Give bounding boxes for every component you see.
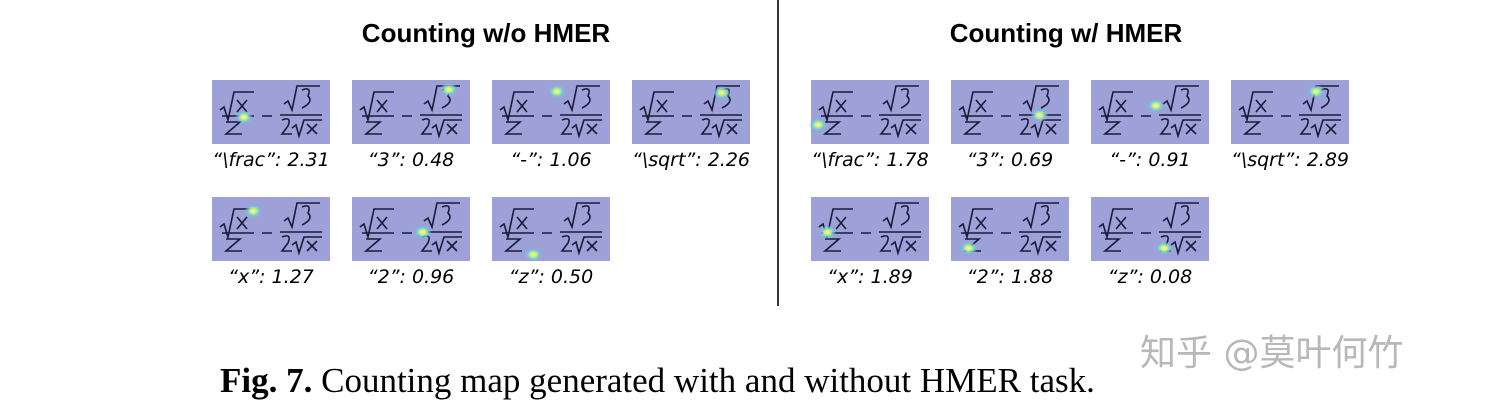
handwriting [359,202,462,256]
caption-text: Counting map generated with and without … [321,361,1095,400]
thumbnail [951,197,1069,261]
heat-spot [1306,84,1325,99]
thumbnail-label: “\sqrt”: 2.26 [632,149,750,171]
thumbnail-label: “x”: 1.27 [228,266,314,288]
thumbnail-label: “-”: 1.06 [510,149,591,171]
thumbnail-label: “x”: 1.89 [827,266,913,288]
thumbnail-label: “2”: 1.88 [967,266,1054,288]
thumbnail [811,197,929,261]
thumbnail-label: “\frac”: 2.31 [212,149,329,171]
thumbnail [809,80,929,144]
thumbnail [352,80,470,144]
thumbnail-label: “z”: 0.08 [1108,266,1192,288]
handwriting [499,85,602,139]
heat-spot [1030,108,1049,123]
heat-spot [547,84,566,99]
thumbnail [632,80,750,144]
thumbnail [492,197,610,262]
heat-spot [244,204,263,219]
thumbnail-label: “\frac”: 1.78 [811,149,928,171]
handwriting [1098,202,1201,256]
heat-spot [524,247,543,262]
thumbnail [492,80,610,144]
thumbnail [951,80,1069,144]
handwriting [1098,85,1201,139]
handwriting [1238,85,1341,139]
thumbnail [1231,80,1349,144]
handwriting [818,85,921,139]
thumbnail [1091,197,1209,261]
heat-spot [818,225,837,240]
heat-spot [1146,98,1165,113]
heat-spot [234,110,253,125]
heat-spot [959,241,978,256]
thumbnail [212,197,330,261]
handwriting [219,202,322,256]
heat-spot [712,85,731,100]
panel-title: Counting w/o HMER [362,18,611,48]
panel-title: Counting w/ HMER [950,18,1183,48]
thumbnail-label: “3”: 0.69 [967,149,1054,171]
watermark: 知乎 @莫叶何竹 [1140,333,1403,374]
heat-spot [1155,241,1174,256]
handwriting [499,202,602,256]
thumbnail [1091,80,1209,144]
thumbnail-label: “\sqrt”: 2.89 [1231,149,1349,171]
thumbnail-label: “-”: 0.91 [1109,149,1190,171]
thumbnail-label: “3”: 0.48 [368,149,455,171]
caption: Fig. 7. Counting map generated with and … [220,361,1095,400]
thumbnail-label: “z”: 0.50 [509,266,593,288]
heat-spot [413,225,432,240]
heat-spot [809,117,828,132]
caption-label: Fig. 7. [220,361,312,400]
handwriting [219,85,322,139]
thumbnail [352,197,470,261]
heat-spot [439,82,458,97]
thumbnail-label: “2”: 0.96 [368,266,455,288]
thumbnail [212,80,330,144]
